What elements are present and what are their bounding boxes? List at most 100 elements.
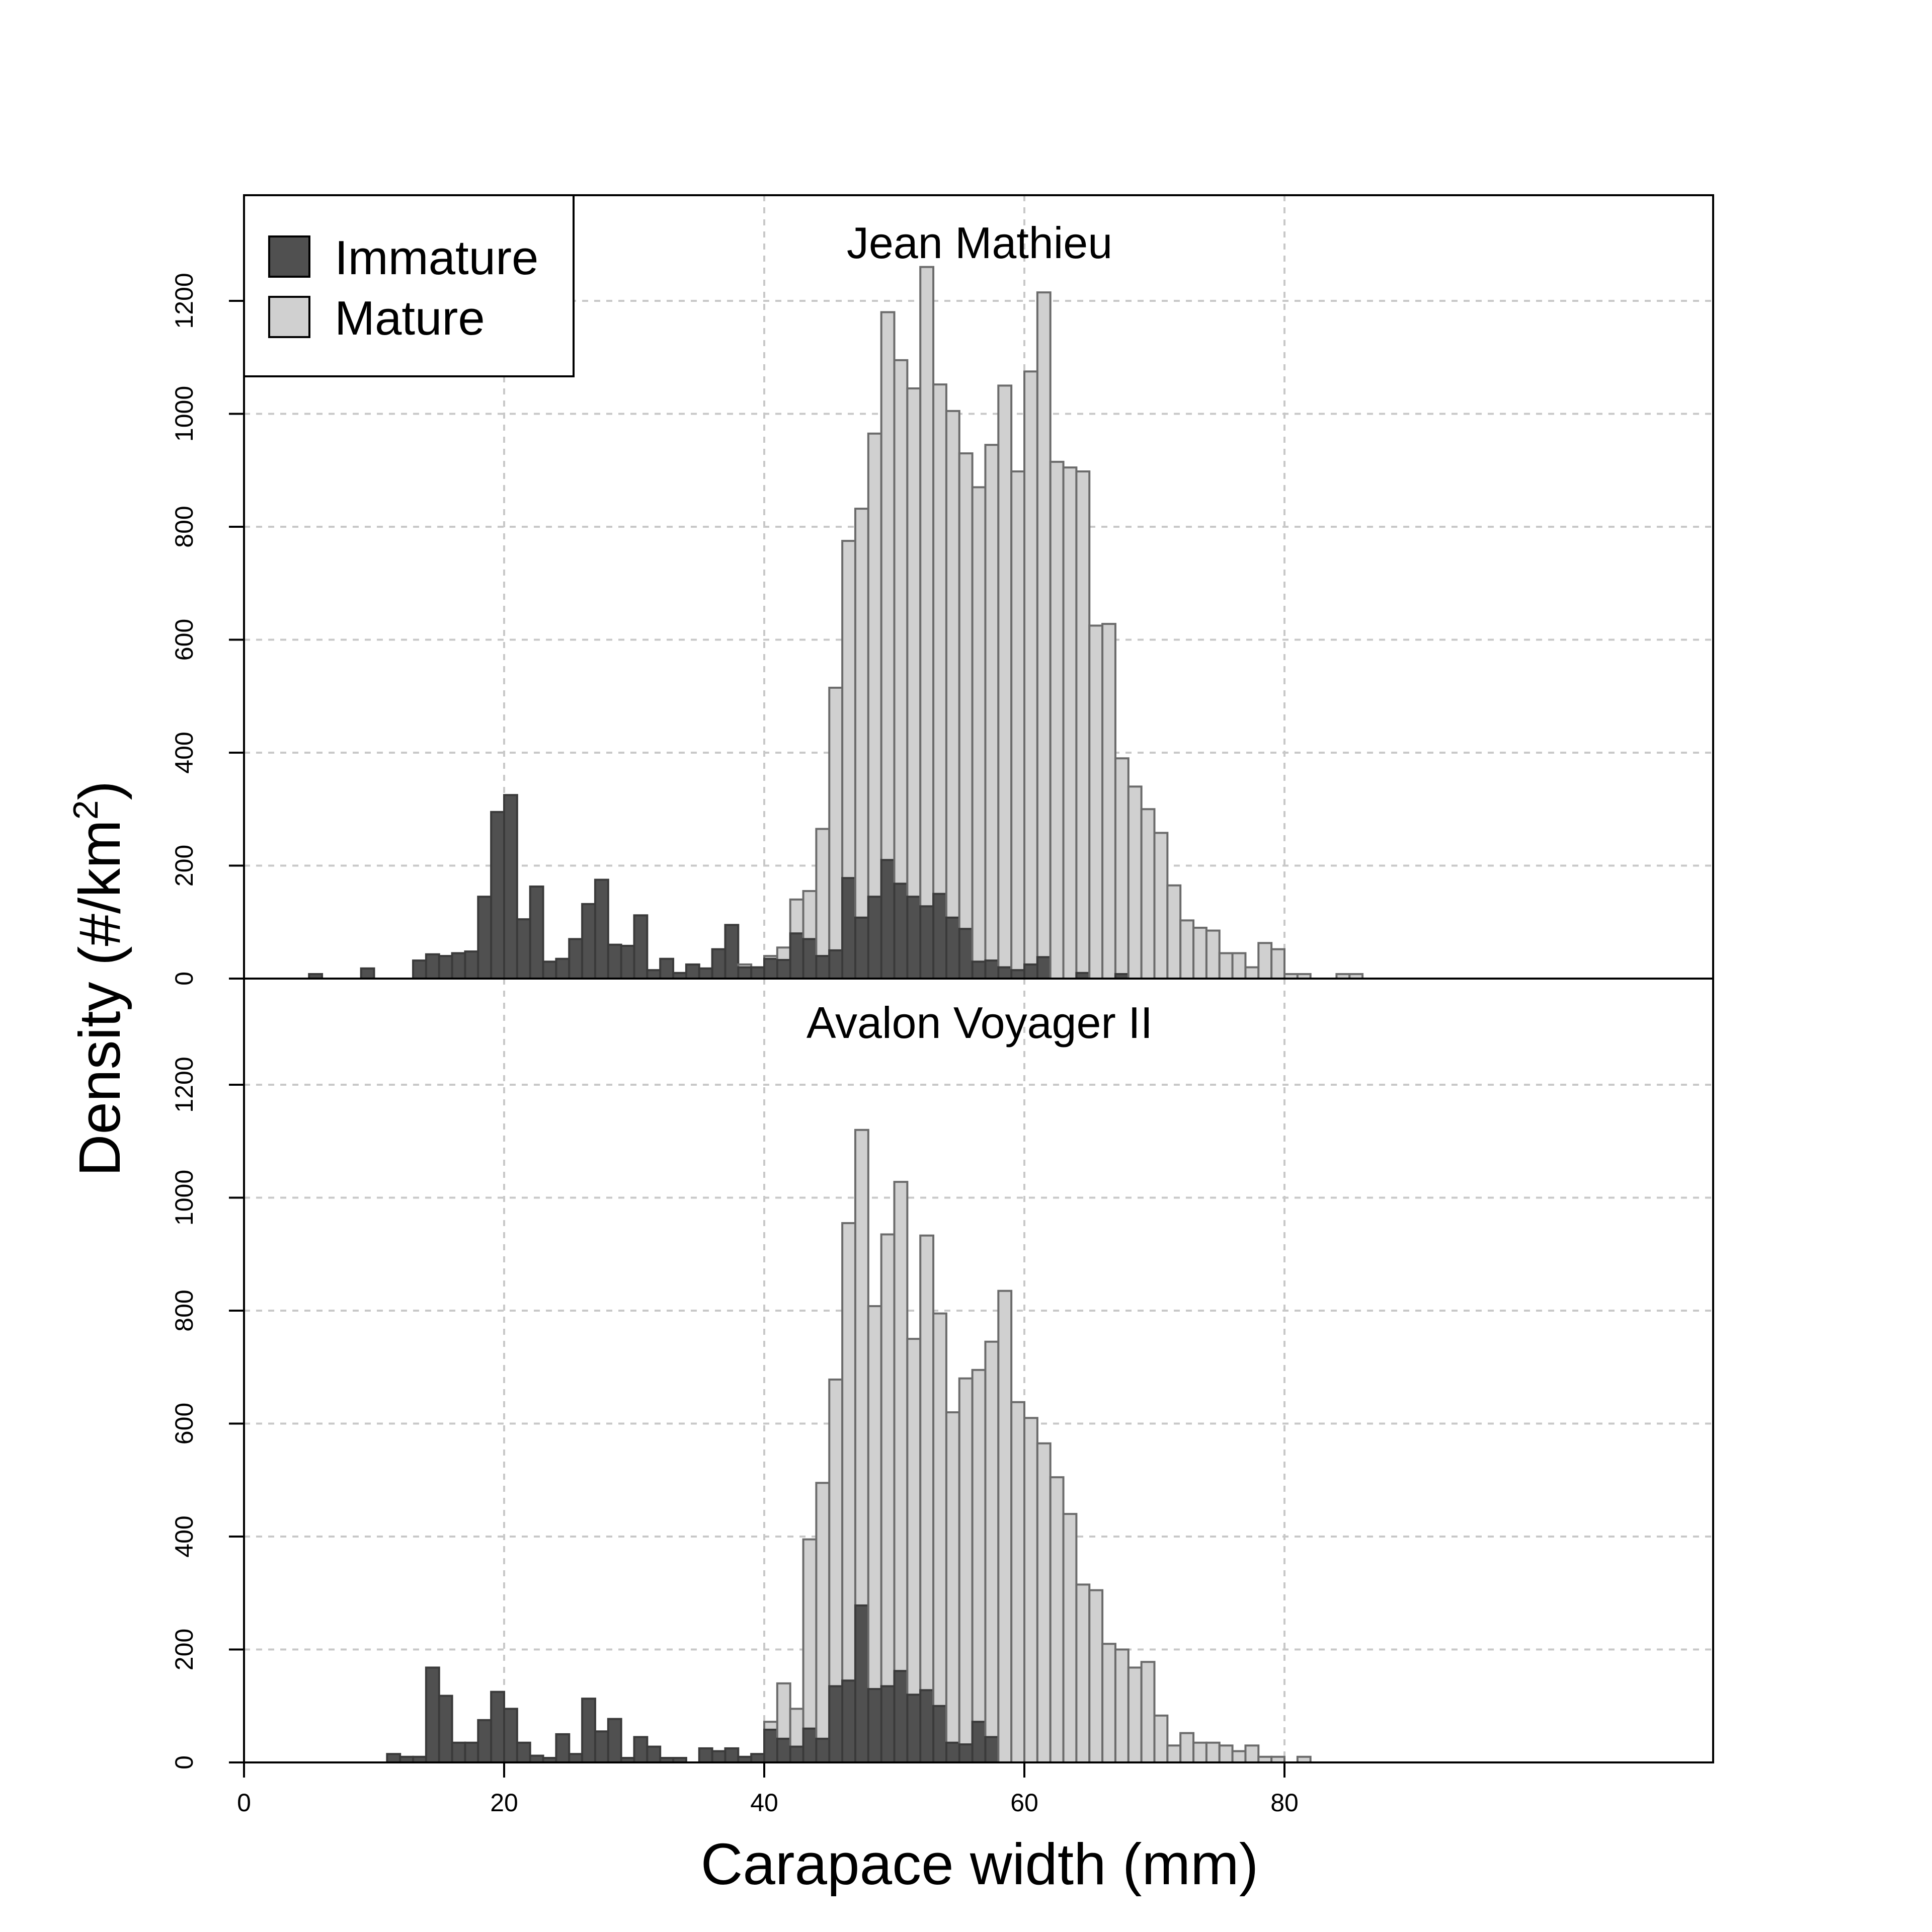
bar-immature [1036, 956, 1052, 980]
y-axis-title-superscript: 2 [66, 800, 105, 820]
bar-immature [750, 1753, 766, 1764]
bar-immature [503, 794, 518, 980]
legend-label-mature: Mature [335, 291, 485, 345]
bar-immature [867, 896, 882, 980]
bar-immature [945, 1741, 960, 1763]
bar-immature [802, 1727, 818, 1763]
bar-immature [646, 969, 662, 980]
bar-immature [984, 959, 1000, 980]
bar-mature [932, 1312, 947, 1764]
bar-immature [451, 1741, 466, 1763]
bar-immature [646, 1745, 662, 1764]
bar-immature [815, 955, 831, 980]
panel-title-jean-mathieu: Jean Mathieu [847, 218, 1112, 268]
bar-immature [685, 963, 700, 980]
bar-immature [425, 953, 440, 980]
bar-immature [581, 903, 596, 980]
bar-immature [412, 959, 427, 980]
bar-immature [529, 1754, 544, 1764]
bar-mature [1127, 785, 1143, 980]
bar-mature [1062, 1513, 1078, 1764]
y-tick-label: 200 [170, 1629, 198, 1670]
bar-immature [1010, 969, 1026, 980]
bar-mature [1205, 1741, 1221, 1763]
bar-mature [1023, 370, 1038, 980]
bar-immature [607, 1718, 622, 1763]
y-tick-label: 600 [170, 1403, 198, 1444]
bar-immature [893, 1670, 909, 1764]
bar-immature [854, 1604, 869, 1764]
bar-immature [958, 928, 974, 980]
bar-immature [451, 952, 466, 980]
y-tick-label: 1200 [170, 273, 198, 329]
bar-mature [854, 508, 869, 980]
y-axis-top: 0 200 400 600 800 1000 1200 [170, 273, 244, 986]
bar-mature [1192, 1741, 1208, 1763]
bar-immature [516, 918, 531, 980]
bar-immature [971, 960, 987, 980]
bar-immature [711, 1750, 727, 1764]
bar-immature [880, 1685, 896, 1763]
bars-bottom [386, 1129, 1312, 1764]
bar-immature [776, 1737, 791, 1763]
bar-immature [607, 943, 622, 980]
bar-immature [438, 955, 453, 980]
bar-mature [1140, 808, 1156, 980]
bar-immature [724, 1747, 740, 1763]
bar-mature [1231, 952, 1247, 980]
bar-immature [763, 957, 778, 980]
bar-immature [581, 1698, 596, 1763]
bar-immature [698, 1747, 713, 1763]
bar-mature [906, 387, 922, 980]
bar-immature [529, 886, 544, 980]
bar-immature [828, 1685, 844, 1763]
bar-mature [1114, 757, 1130, 980]
bar-immature [750, 966, 766, 980]
bar-mature [1088, 624, 1104, 980]
bar-mature [984, 444, 1000, 980]
x-axis: 0 20 40 60 80 [237, 1761, 1299, 1817]
bar-mature [1049, 1476, 1065, 1763]
panel-jean-mathieu: 0 200 400 600 800 1000 1200 Jean Mathieu [170, 195, 1713, 986]
bar-immature [971, 1721, 987, 1763]
bar-immature [945, 916, 960, 980]
panel-title-avalon-voyager: Avalon Voyager II [807, 998, 1153, 1048]
bar-mature [1244, 966, 1260, 980]
bar-immature [997, 966, 1013, 980]
bar-mature [919, 266, 935, 980]
y-axis-bottom: 0 200 400 600 800 1000 1200 [170, 1057, 244, 1769]
y-tick-label: 1000 [170, 386, 198, 442]
bar-immature [932, 893, 947, 980]
bar-mature [958, 1377, 974, 1763]
bar-immature [516, 1741, 531, 1763]
bar-mature [828, 686, 844, 980]
bar-immature [633, 1736, 649, 1764]
bar-immature [828, 949, 844, 980]
bar-immature [477, 896, 493, 980]
bar-mature [1257, 942, 1273, 980]
bar-mature [815, 1482, 831, 1764]
bar-immature [984, 1736, 1000, 1764]
bar-immature [841, 1679, 856, 1764]
bar-mature [1218, 952, 1234, 980]
bar-mature [971, 1369, 987, 1764]
bar-mature [997, 1290, 1013, 1763]
bar-mature [1075, 1583, 1091, 1764]
bar-mature [1075, 470, 1091, 980]
x-tick-label: 60 [1010, 1789, 1038, 1817]
bar-mature [1270, 948, 1285, 980]
bar-mature [1101, 1643, 1116, 1763]
bar-immature [542, 960, 557, 980]
y-tick-label: 400 [170, 1515, 198, 1557]
bar-immature [932, 1705, 947, 1763]
y-tick-label: 800 [170, 1290, 198, 1331]
bar-immature [620, 944, 635, 980]
bar-immature [386, 1753, 401, 1764]
bar-mature [971, 486, 987, 980]
bar-immature [698, 967, 713, 980]
bar-immature [425, 1666, 440, 1763]
bar-mature [1049, 460, 1065, 980]
bar-immature [854, 916, 869, 980]
bar-mature [932, 383, 947, 980]
